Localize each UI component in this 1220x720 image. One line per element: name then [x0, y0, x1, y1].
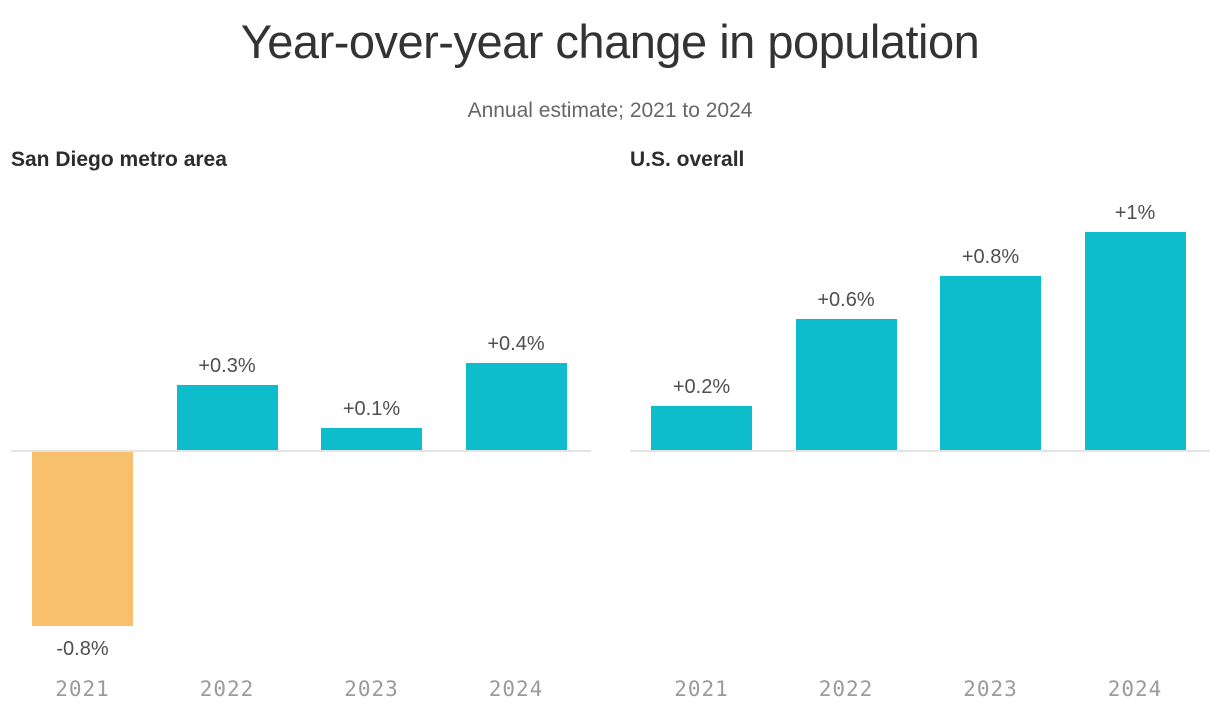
bar-value-label: +0.6%	[817, 289, 875, 311]
chart-title: Year-over-year change in population	[240, 15, 980, 68]
panel-title-san-diego: San Diego metro area	[11, 148, 227, 171]
x-axis-tick-2022: 2022	[199, 677, 255, 701]
bar-2024	[1084, 232, 1186, 450]
bar-2023	[321, 428, 422, 450]
x-axis-tick-2023: 2023	[344, 677, 399, 701]
x-axis-tick-2022: 2022	[818, 677, 874, 701]
x-axis-tick-2021: 2021	[674, 677, 729, 701]
zero-baseline	[11, 450, 591, 452]
x-axis-tick-2024: 2024	[1107, 677, 1163, 701]
bar-value-label: +1%	[1114, 202, 1156, 224]
bar-value-label: +0.3%	[198, 355, 256, 377]
bar-chart-san-diego: -0.8% 2021 +0.3% 2022 +0.1% 2023 +0.4% 2024	[11, 180, 591, 720]
x-axis-tick-2023: 2023	[963, 677, 1018, 701]
x-axis-tick-2024: 2024	[488, 677, 544, 701]
bar-value-label: +0.4%	[487, 333, 545, 355]
bar-chart-us-overall: +0.2% 2021 +0.6% 2022 +0.8% 2023 +1% 2024	[630, 180, 1210, 720]
bar-2023	[940, 276, 1041, 450]
bar-value-label: +0.2%	[672, 376, 731, 398]
bar-value-label: -0.8%	[56, 638, 109, 660]
panel-title-us-overall: U.S. overall	[630, 148, 745, 171]
chart-subtitle: Annual estimate; 2021 to 2024	[467, 99, 753, 122]
x-axis-tick-2021: 2021	[55, 677, 110, 701]
bar-value-label: +0.8%	[961, 246, 1020, 268]
bar-2021	[651, 406, 752, 450]
bar-2024	[465, 363, 567, 450]
bar-2021	[32, 452, 133, 626]
bar-2022	[795, 319, 897, 450]
bar-value-label: +0.1%	[342, 398, 401, 420]
zero-baseline	[630, 450, 1210, 452]
bar-2022	[176, 385, 278, 450]
